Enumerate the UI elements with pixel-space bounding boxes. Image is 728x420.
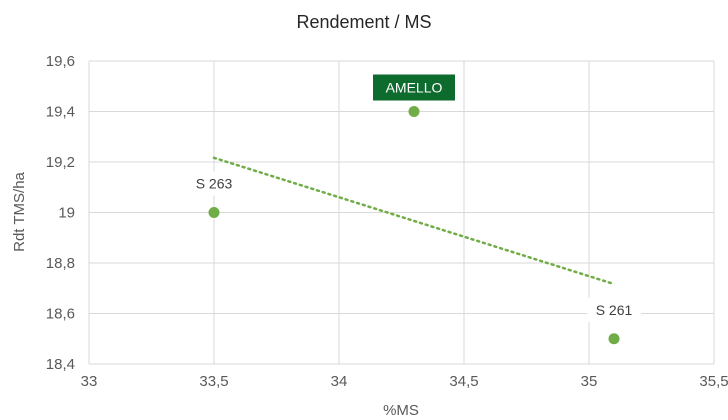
y-tick-label: 18,4 xyxy=(46,356,75,373)
x-tick-label: 35 xyxy=(581,373,598,390)
y-tick-label: 19,2 xyxy=(46,154,75,171)
y-axis-ticks: 18,4 18,6 18,8 19 19,2 19,4 19,6 xyxy=(46,53,75,373)
chart-title: Rendement / MS xyxy=(296,12,431,32)
data-label: AMELLO xyxy=(386,80,443,96)
data-label-background xyxy=(373,74,455,101)
data-point xyxy=(608,333,620,345)
x-axis-ticks: 33 33,5 34 34,5 35 35,5 xyxy=(81,373,728,390)
data-point xyxy=(408,106,420,117)
trendline-group xyxy=(212,156,616,286)
y-tick-label: 18,6 xyxy=(46,306,75,323)
gridlines xyxy=(88,60,715,365)
y-tick-label: 19,4 xyxy=(46,104,75,121)
data-point xyxy=(208,207,220,218)
y-tick-label: 19,6 xyxy=(46,53,75,70)
data-label: S 263 xyxy=(196,176,233,192)
x-tick-label: 33 xyxy=(81,373,98,390)
x-tick-label: 34,5 xyxy=(449,373,478,390)
x-tick-label: 35,5 xyxy=(699,373,728,390)
data-label-background xyxy=(187,171,241,196)
y-axis-title: Rdt TMS/ha xyxy=(11,171,28,251)
x-tick-label: 33,5 xyxy=(199,373,228,390)
data-points xyxy=(208,106,620,345)
trendline xyxy=(212,156,616,286)
data-labels: S 263 AMELLO S 261 xyxy=(187,74,641,322)
y-tick-label: 19 xyxy=(58,205,75,222)
data-label-background xyxy=(587,297,641,322)
x-tick-label: 34 xyxy=(331,373,348,390)
x-axis-title: %MS xyxy=(383,402,419,419)
y-tick-label: 18,8 xyxy=(46,255,75,272)
data-label: S 261 xyxy=(596,302,633,318)
